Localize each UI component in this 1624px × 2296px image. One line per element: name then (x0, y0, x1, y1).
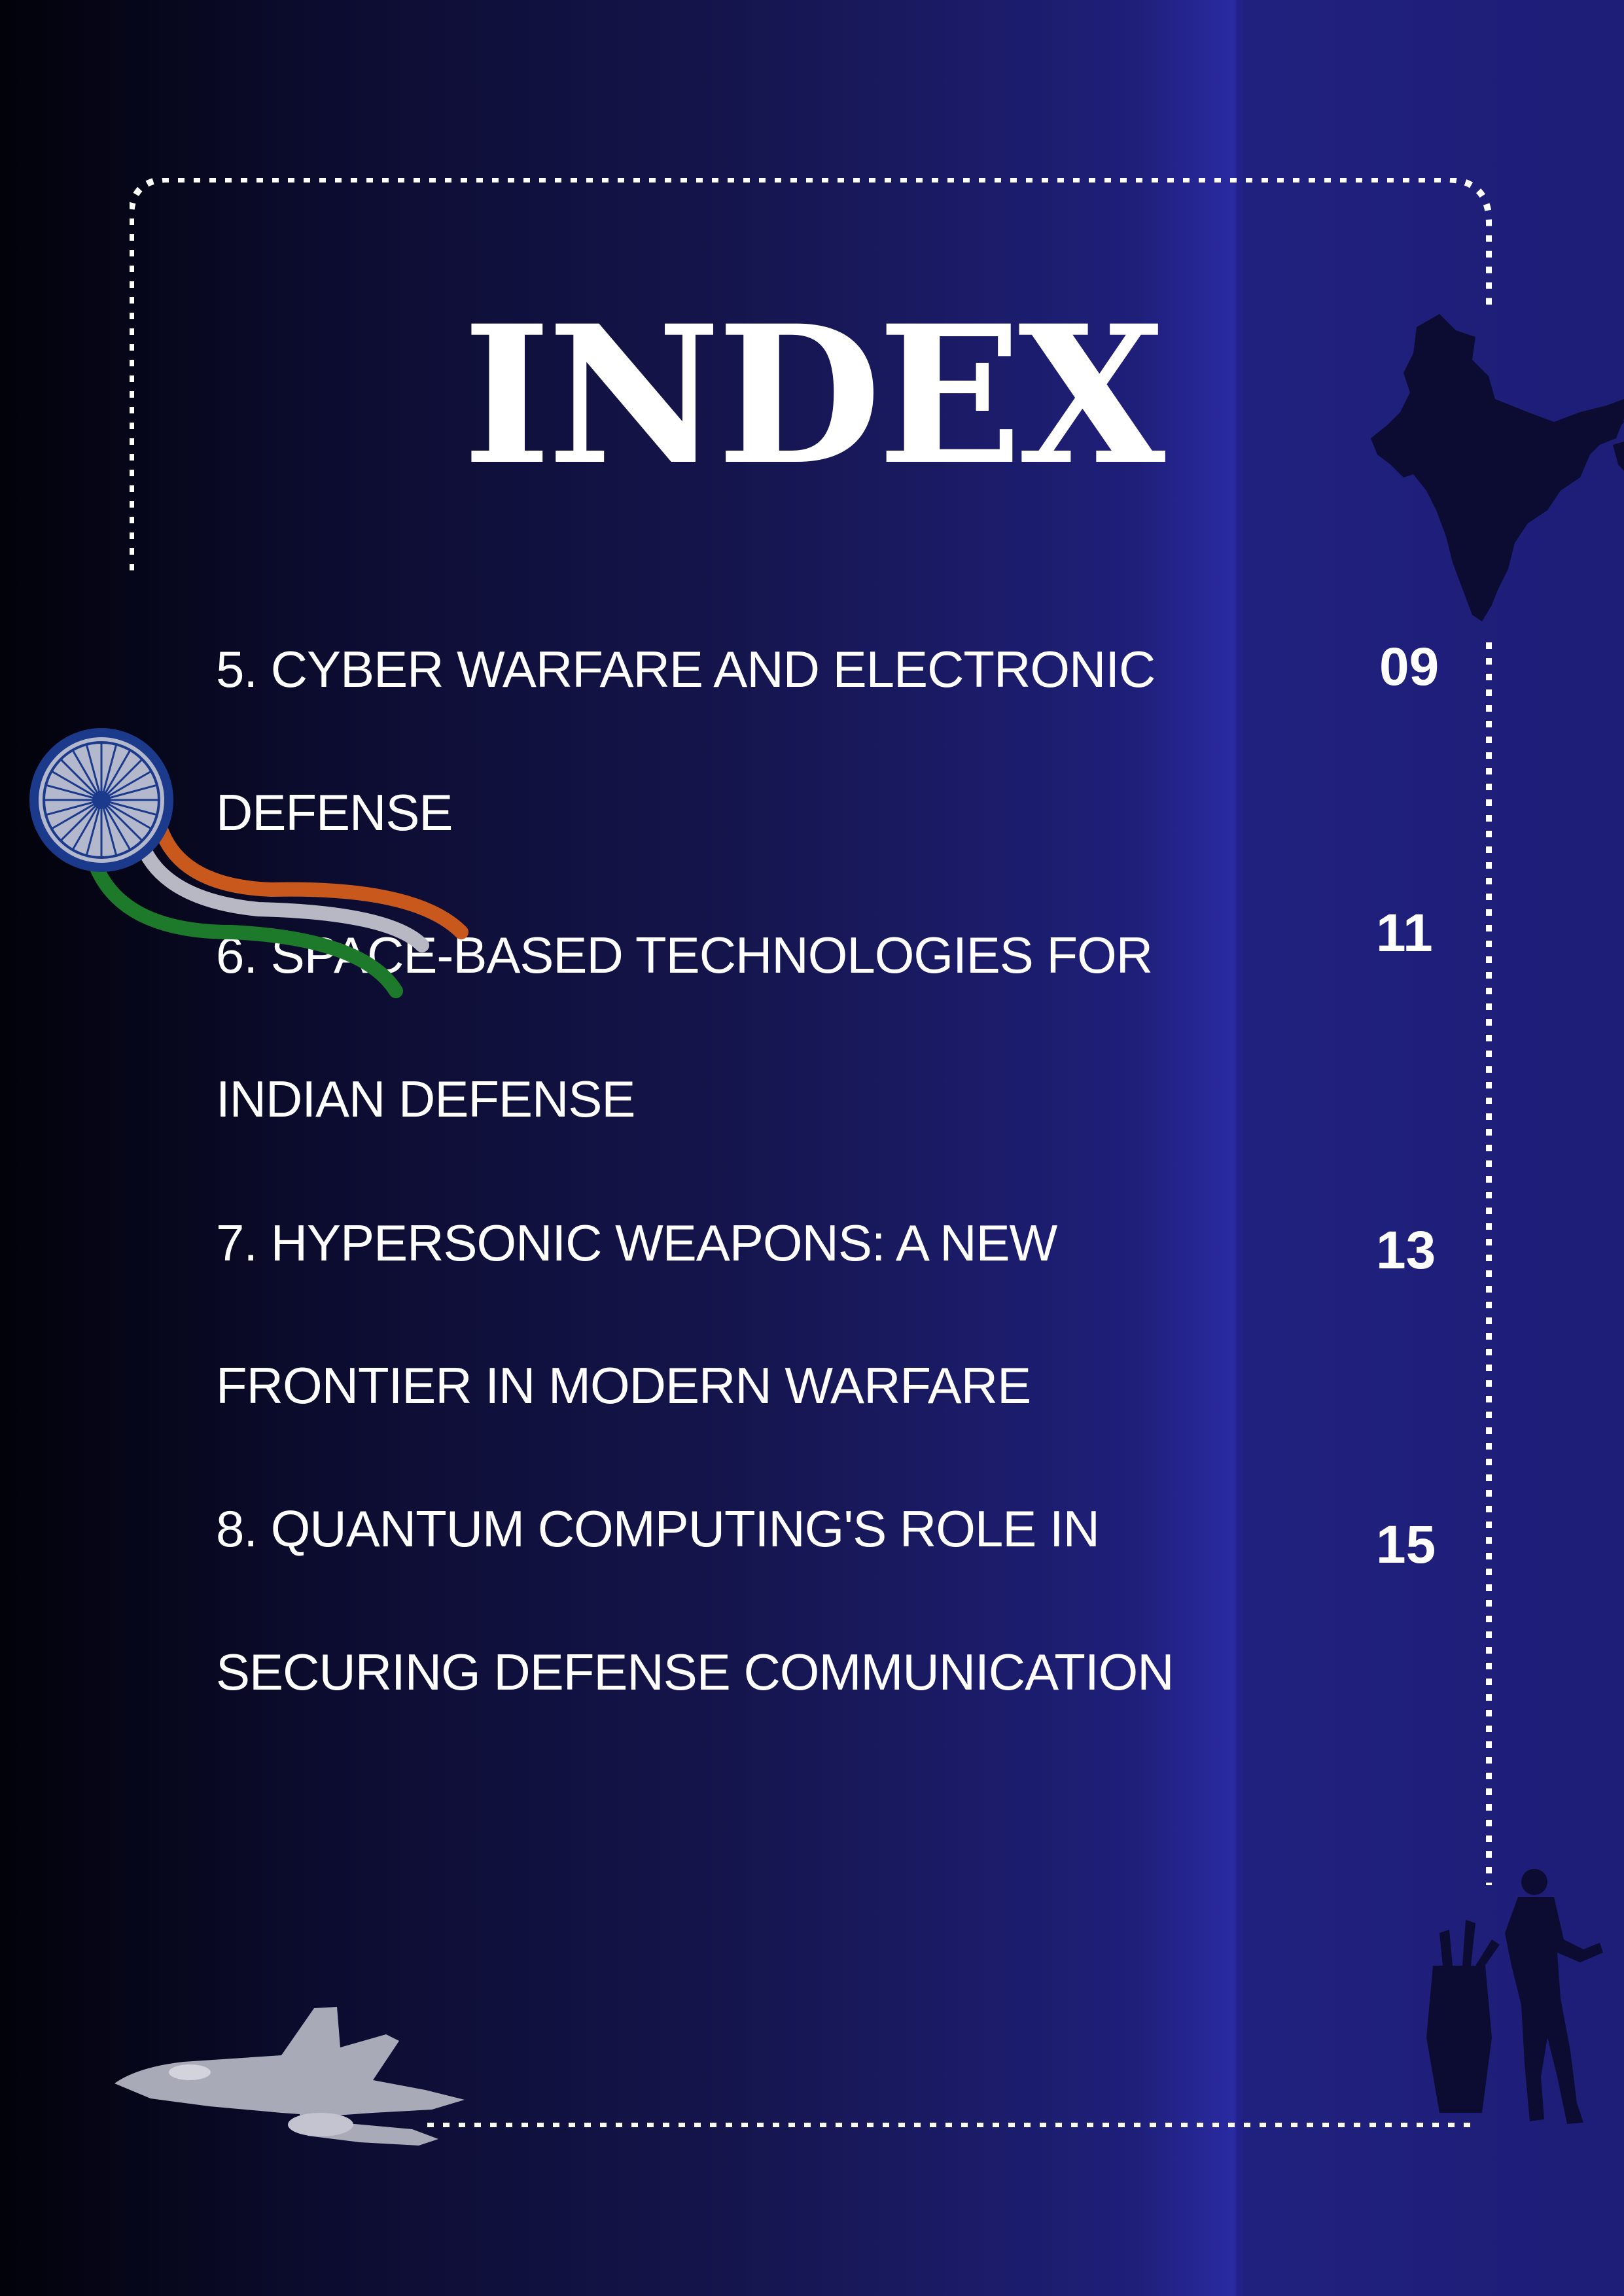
entry-page-number: 09 (1379, 637, 1439, 697)
entry-page-number: 15 (1376, 1515, 1436, 1574)
entry-title-line: 5. CYBER WARFARE AND ELECTRONIC (216, 640, 1156, 698)
entry-title-line: INDIAN DEFENSE (216, 1070, 635, 1128)
soldier-silhouette-icon (1426, 1869, 1603, 2124)
entry-title-line: DEFENSE (216, 784, 453, 841)
ashoka-chakra-icon (29, 728, 468, 998)
fighter-jet-icon (115, 2007, 465, 2146)
entry-page-number: 13 (1376, 1221, 1436, 1280)
page-title: INDEX (462, 285, 1165, 507)
entry-title-line: 7. HYPERSONIC WEAPONS: A NEW (216, 1214, 1057, 1272)
entry-title-line: FRONTIER IN MODERN WARFARE (216, 1357, 1031, 1414)
entry-page-number: 11 (1376, 903, 1433, 963)
india-map-icon (1371, 314, 1624, 621)
entry-title-line: 8. QUANTUM COMPUTING'S ROLE IN (216, 1500, 1100, 1557)
entry-title-line: SECURING DEFENSE COMMUNICATION (216, 1643, 1174, 1701)
dotted-frame (130, 178, 1492, 2127)
